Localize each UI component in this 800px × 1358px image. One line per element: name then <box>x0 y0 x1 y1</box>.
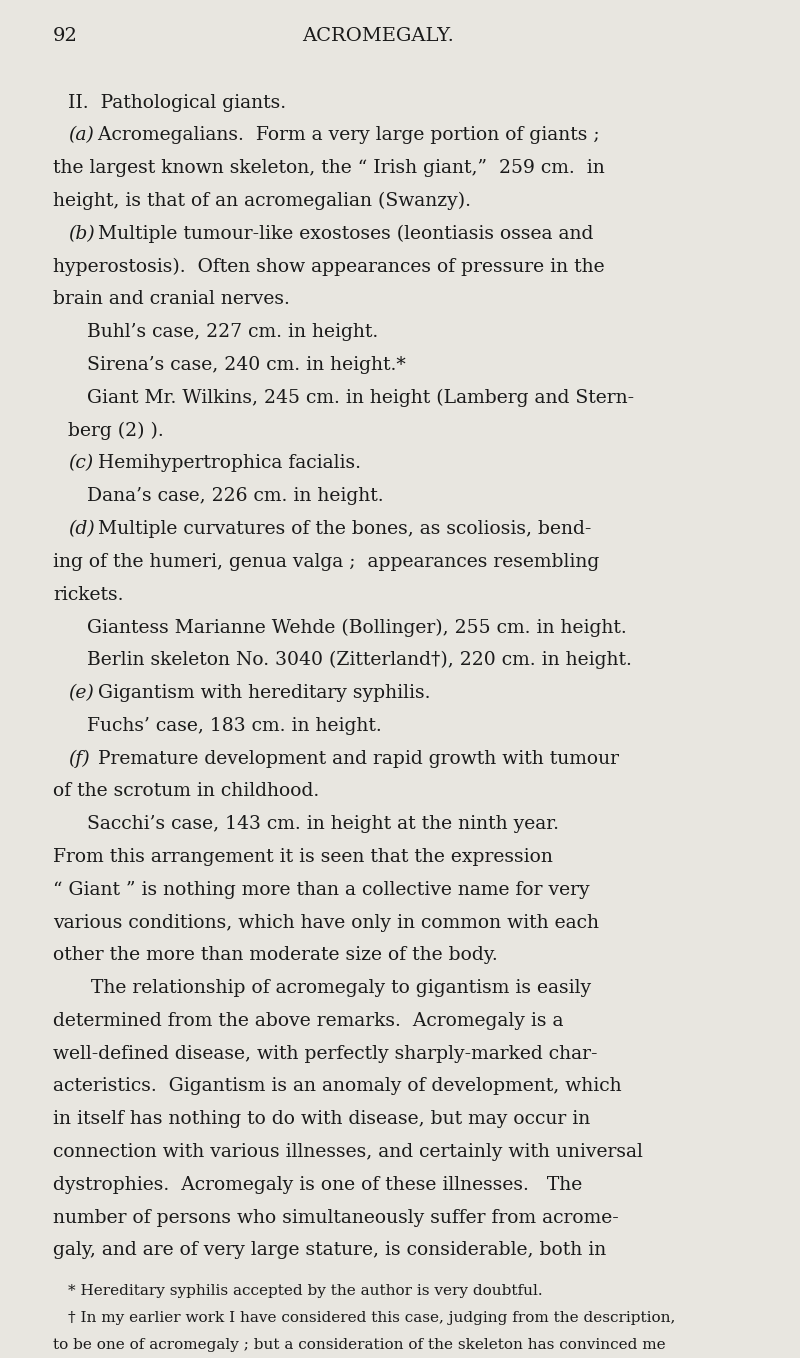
Text: (c): (c) <box>68 455 94 473</box>
Text: well-defined disease, with perfectly sharply-marked char-: well-defined disease, with perfectly sha… <box>53 1044 598 1063</box>
Text: Multiple tumour-like exostoses (leontiasis ossea and: Multiple tumour-like exostoses (leontias… <box>92 225 594 243</box>
Text: berg (2) ).: berg (2) ). <box>68 421 164 440</box>
Text: Gigantism with hereditary syphilis.: Gigantism with hereditary syphilis. <box>92 684 431 702</box>
Text: other the more than moderate size of the body.: other the more than moderate size of the… <box>53 947 498 964</box>
Text: hyperostosis).  Often show appearances of pressure in the: hyperostosis). Often show appearances of… <box>53 258 605 276</box>
Text: (d): (d) <box>68 520 95 538</box>
Text: ACROMEGALY.: ACROMEGALY. <box>302 27 454 45</box>
Text: * Hereditary syphilis accepted by the author is very doubtful.: * Hereditary syphilis accepted by the au… <box>68 1285 542 1298</box>
Text: † In my earlier work I have considered this case, judging from the description,: † In my earlier work I have considered t… <box>68 1310 675 1325</box>
Text: Premature development and rapid growth with tumour: Premature development and rapid growth w… <box>92 750 619 767</box>
Text: various conditions, which have only in common with each: various conditions, which have only in c… <box>53 914 599 932</box>
Text: rickets.: rickets. <box>53 585 123 603</box>
Text: (b): (b) <box>68 225 95 243</box>
Text: brain and cranial nerves.: brain and cranial nerves. <box>53 291 290 308</box>
Text: height, is that of an acromegalian (Swanzy).: height, is that of an acromegalian (Swan… <box>53 191 471 210</box>
Text: dystrophies.  Acromegaly is one of these illnesses.   The: dystrophies. Acromegaly is one of these … <box>53 1176 582 1194</box>
Text: Giant Mr. Wilkins, 245 cm. in height (Lamberg and Stern-: Giant Mr. Wilkins, 245 cm. in height (La… <box>87 388 634 407</box>
Text: Multiple curvatures of the bones, as scoliosis, bend-: Multiple curvatures of the bones, as sco… <box>92 520 592 538</box>
Text: galy, and are of very large stature, is considerable, both in: galy, and are of very large stature, is … <box>53 1241 606 1259</box>
Text: The relationship of acromegaly to gigantism is easily: The relationship of acromegaly to gigant… <box>91 979 591 997</box>
Text: to be one of acromegaly ; but a consideration of the skeleton has convinced me: to be one of acromegaly ; but a consider… <box>53 1338 666 1351</box>
Text: 92: 92 <box>53 27 78 45</box>
Text: of the scrotum in childhood.: of the scrotum in childhood. <box>53 782 319 800</box>
Text: (e): (e) <box>68 684 94 702</box>
Text: From this arrangement it is seen that the expression: From this arrangement it is seen that th… <box>53 847 553 866</box>
Text: Hemihypertrophica facialis.: Hemihypertrophica facialis. <box>92 455 362 473</box>
Text: Giantess Marianne Wehde (Bollinger), 255 cm. in height.: Giantess Marianne Wehde (Bollinger), 255… <box>87 618 626 637</box>
Text: Sacchi’s case, 143 cm. in height at the ninth year.: Sacchi’s case, 143 cm. in height at the … <box>87 815 559 834</box>
Text: Dana’s case, 226 cm. in height.: Dana’s case, 226 cm. in height. <box>87 488 384 505</box>
Text: Buhl’s case, 227 cm. in height.: Buhl’s case, 227 cm. in height. <box>87 323 378 341</box>
Text: Fuchs’ case, 183 cm. in height.: Fuchs’ case, 183 cm. in height. <box>87 717 382 735</box>
Text: Berlin skeleton No. 3040 (Zitterland†), 220 cm. in height.: Berlin skeleton No. 3040 (Zitterland†), … <box>87 652 632 669</box>
Text: in itself has nothing to do with disease, but may occur in: in itself has nothing to do with disease… <box>53 1111 590 1128</box>
Text: II.  Pathological giants.: II. Pathological giants. <box>68 94 286 111</box>
Text: Acromegalians.  Form a very large portion of giants ;: Acromegalians. Form a very large portion… <box>92 126 600 144</box>
Text: connection with various illnesses, and certainly with universal: connection with various illnesses, and c… <box>53 1143 643 1161</box>
Text: (a): (a) <box>68 126 94 144</box>
Text: determined from the above remarks.  Acromegaly is a: determined from the above remarks. Acrom… <box>53 1012 563 1029</box>
Text: acteristics.  Gigantism is an anomaly of development, which: acteristics. Gigantism is an anomaly of … <box>53 1077 622 1096</box>
Text: the largest known skeleton, the “ Irish giant,”  259 cm.  in: the largest known skeleton, the “ Irish … <box>53 159 605 178</box>
Text: “ Giant ” is nothing more than a collective name for very: “ Giant ” is nothing more than a collect… <box>53 881 590 899</box>
Text: Sirena’s case, 240 cm. in height.*: Sirena’s case, 240 cm. in height.* <box>87 356 406 373</box>
Text: number of persons who simultaneously suffer from acrome-: number of persons who simultaneously suf… <box>53 1209 618 1226</box>
Text: (f): (f) <box>68 750 90 767</box>
Text: ing of the humeri, genua valga ;  appearances resembling: ing of the humeri, genua valga ; appeara… <box>53 553 599 570</box>
